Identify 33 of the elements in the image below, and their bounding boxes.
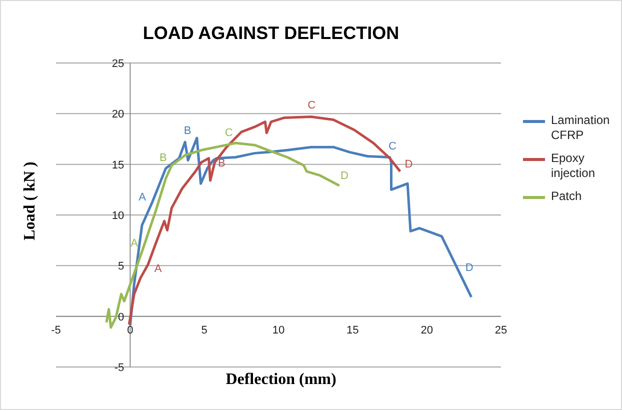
line-series	[128, 115, 402, 326]
annotation: C	[224, 127, 233, 140]
y-tick-label: 10	[112, 210, 124, 222]
annotation: D	[404, 158, 413, 171]
y-tick-label: 25	[112, 58, 124, 70]
y-tick-label: 15	[112, 159, 124, 172]
y-tick-label: 20	[112, 108, 124, 121]
x-tick-label: 0	[127, 324, 134, 336]
annotation: B	[218, 158, 226, 170]
annotation: C	[308, 100, 316, 112]
y-axis-title: Load ( kN )	[21, 162, 39, 240]
x-axis-title: Deflection (mm)	[226, 371, 336, 388]
annotation: C	[388, 140, 397, 152]
x-tick-label: -5	[51, 324, 61, 336]
x-tick-label: 15	[346, 324, 359, 336]
annotation: A	[130, 238, 139, 250]
y-tick-label: 0	[118, 311, 124, 324]
annotation: B	[160, 152, 167, 164]
annotation: D	[465, 262, 474, 274]
y-tick-label: -5	[114, 362, 124, 374]
x-tick-label: 20	[420, 324, 433, 336]
annotation: A	[154, 263, 162, 276]
x-tick-label: 25	[494, 324, 508, 336]
legend-label: Lamination CFRP	[551, 113, 611, 143]
annotation: B	[184, 125, 192, 138]
x-tick-label: 5	[201, 324, 208, 336]
legend-label: Epoxy injection	[551, 151, 596, 181]
y-tick-label: 5	[118, 260, 124, 273]
annotation: D	[340, 170, 348, 182]
x-tick-label: 10	[272, 324, 285, 336]
annotation: A	[138, 191, 147, 204]
legend-label: Patch	[551, 189, 583, 204]
chart-title: LOAD AGAINST DEFLECTION	[142, 23, 400, 44]
